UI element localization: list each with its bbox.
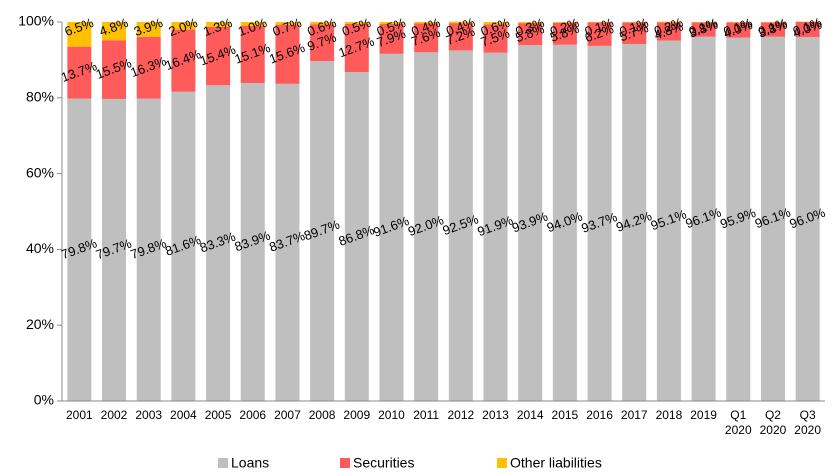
bar-segment [67, 46, 92, 99]
legend-swatch [497, 458, 507, 468]
bar-segment [275, 22, 300, 25]
x-tick-label: 2005 [204, 408, 232, 422]
bar-segment [448, 50, 473, 402]
bar-segment [310, 24, 335, 62]
x-tick-label: 2017 [620, 408, 648, 422]
bar-segment [552, 22, 577, 23]
y-tick-label: 40% [26, 240, 54, 256]
y-tick-label: 0% [34, 392, 54, 408]
bar-segment [622, 43, 647, 402]
x-tick-label: 2007 [274, 408, 301, 422]
x-tick-label: 2001 [65, 408, 93, 422]
bar-segment [587, 45, 612, 401]
bar-segment [760, 36, 785, 401]
bar-segment [379, 22, 404, 24]
bar-segment [275, 24, 300, 84]
bar-segment [414, 23, 439, 53]
bar-segment [726, 22, 751, 38]
x-tick-label: 2002 [100, 408, 128, 422]
bar-segment [67, 22, 92, 47]
bar-segment [206, 22, 231, 27]
bar-segment [795, 37, 820, 401]
bar-segment [552, 22, 577, 45]
bar-segment [587, 22, 612, 46]
legend-label: Loans [231, 455, 269, 471]
x-tick-label: 2011 [413, 408, 440, 422]
bar-segment [206, 85, 231, 401]
x-tick-label: 2015 [551, 408, 579, 422]
y-tick-label: 80% [26, 89, 54, 105]
legend-swatch [340, 458, 350, 468]
bar-segment [518, 23, 543, 46]
x-tick-label: 2004 [170, 408, 197, 422]
legend-swatch [218, 458, 228, 468]
legend-label: Securities [353, 455, 414, 471]
bar-segment [483, 24, 508, 53]
bar-segment [102, 22, 127, 41]
bar-segment [344, 23, 369, 73]
legend-label: Other liabilities [510, 455, 602, 471]
x-tick-label: 2010 [378, 408, 405, 422]
bar-segment [622, 22, 647, 44]
x-tick-label: 2019 [690, 408, 717, 422]
x-tick-label: Q2 2020 [759, 408, 787, 437]
bar-segment [448, 23, 473, 51]
bar-segment [483, 52, 508, 401]
bar-segment [310, 22, 335, 25]
bar-segment [275, 83, 300, 401]
bar-segment [448, 21, 473, 24]
bar-segment [206, 26, 231, 86]
y-tick-label: 20% [26, 316, 54, 332]
bar-segment [656, 40, 681, 402]
bar-segment [483, 22, 508, 25]
x-tick-label: 2006 [239, 408, 267, 422]
bar-segment [102, 98, 127, 401]
bar-segment [760, 22, 785, 37]
bar-segment [691, 22, 716, 37]
bar-segment [344, 22, 369, 24]
bar-segment [414, 22, 439, 24]
bar-segment [171, 29, 196, 92]
bar-segment [67, 98, 92, 402]
bar-segment [518, 22, 543, 24]
bar-segment [171, 91, 196, 402]
bar-segment [656, 21, 681, 23]
bar-segment [518, 45, 543, 402]
x-tick-label: Q1 2020 [724, 408, 752, 437]
bar-segment [240, 25, 265, 84]
bar-segment [379, 23, 404, 54]
x-tick-label: 2009 [343, 408, 371, 422]
bar-segment [171, 22, 196, 30]
x-tick-label: Q3 2020 [794, 408, 821, 437]
bar-segment [726, 37, 751, 401]
bar-segment [136, 36, 161, 99]
bar-segment [344, 72, 369, 401]
bar-segment [656, 22, 681, 41]
bar-segment [136, 98, 161, 402]
bar-segment [691, 36, 716, 401]
bar-segment [102, 40, 127, 99]
bar-segment [552, 44, 577, 402]
x-tick-label: 2008 [308, 408, 336, 422]
bar-segment [240, 83, 265, 402]
bar-segment [795, 22, 820, 38]
x-tick-label: 2014 [516, 408, 544, 422]
x-tick-label: 2018 [655, 408, 683, 422]
bar-segment [240, 22, 265, 26]
x-tick-label: 2003 [135, 408, 163, 422]
x-tick-label: 2013 [482, 408, 509, 422]
x-tick-label: 2012 [447, 408, 475, 422]
bar-segment [310, 61, 335, 402]
bar-segment [414, 52, 439, 401]
y-tick-label: 100% [18, 13, 54, 29]
y-tick-label: 60% [26, 164, 54, 180]
bar-segment [379, 53, 404, 401]
x-tick-label: 2016 [586, 408, 613, 422]
bar-segment [136, 22, 161, 37]
